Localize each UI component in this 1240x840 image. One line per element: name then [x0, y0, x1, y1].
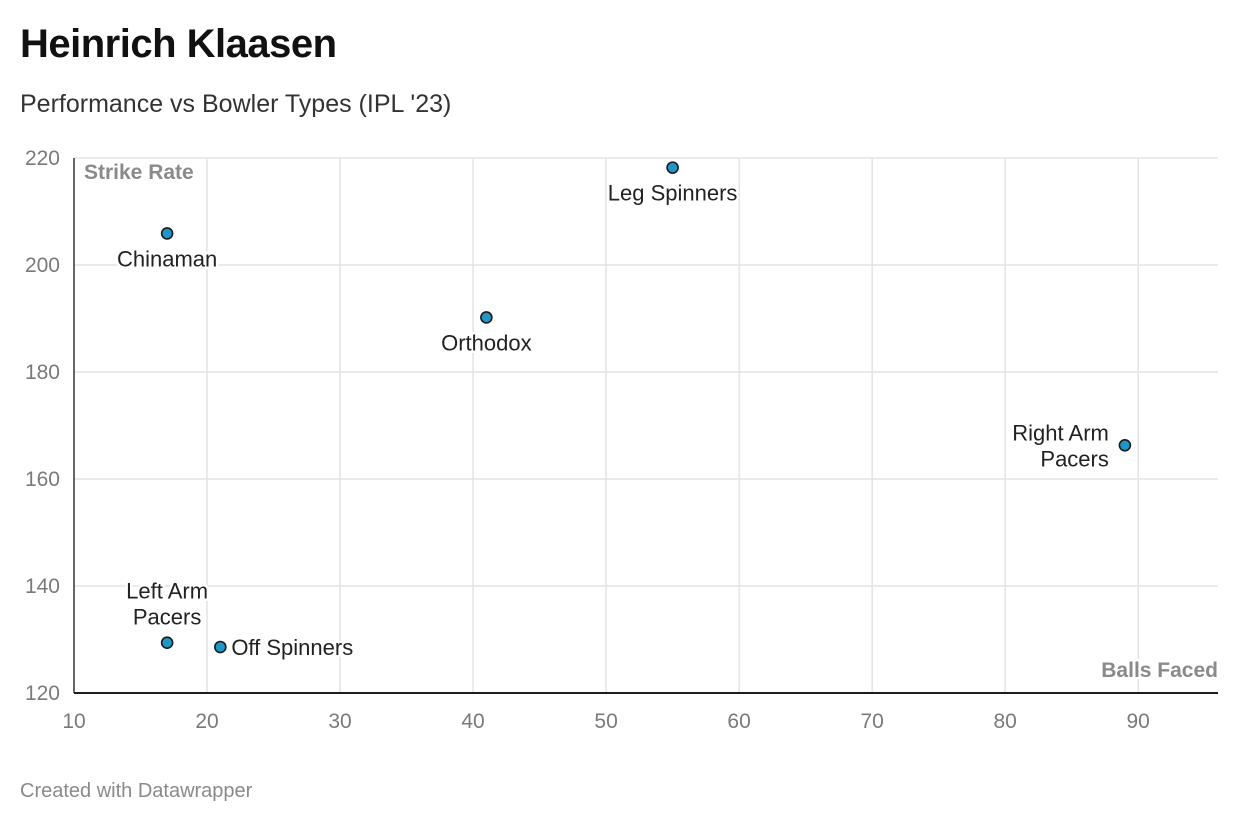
data-point	[666, 161, 679, 174]
data-point	[160, 227, 174, 240]
x-tick-label: 20	[195, 710, 218, 733]
data-label-line: Left Arm	[126, 579, 208, 604]
data-label-line: Leg Spinners	[608, 181, 738, 206]
grid	[74, 157, 1218, 693]
y-tick-label: 140	[25, 575, 60, 598]
data-label: Chinaman	[117, 246, 217, 271]
y-tick-label: 120	[25, 682, 60, 705]
x-tick-label: 50	[594, 710, 617, 733]
data-label-line: Chinaman	[117, 246, 217, 271]
chart-subtitle: Performance vs Bowler Types (IPL '23)	[20, 90, 452, 118]
data-label-line: Orthodox	[441, 330, 532, 355]
data-point	[480, 311, 493, 324]
footer-credit: Created with Datawrapper	[20, 780, 253, 802]
data-label-line: Right Arm	[1012, 420, 1109, 445]
y-tick-label: 200	[25, 254, 60, 277]
x-tick-label: 30	[328, 710, 351, 733]
y-axis-title: Strike Rate	[84, 161, 194, 184]
x-tick-label: 10	[62, 710, 85, 733]
data-point	[214, 640, 227, 654]
y-tick-label: 180	[25, 361, 60, 384]
x-tick-label: 40	[461, 710, 484, 733]
chart-title: Heinrich Klaasen	[20, 22, 337, 66]
x-axis-title: Balls Faced	[1101, 659, 1218, 682]
data-label: Off Spinners	[231, 635, 353, 660]
data-label: Orthodox	[441, 330, 532, 355]
data-label: Right Arm Pacers	[1012, 420, 1109, 471]
data-label-line: Off Spinners	[231, 635, 353, 660]
data-label: Left Arm Pacers	[126, 579, 208, 630]
data-label: Leg Spinners	[608, 181, 738, 206]
x-tick-label: 60	[727, 710, 750, 733]
y-tick-label: 220	[25, 147, 60, 170]
axes: 120 140 160 180 200 220 10 20 30 40 50 60 70 80 90	[25, 147, 1218, 733]
x-tick-label: 80	[993, 710, 1016, 733]
data-label-line: Pacers	[133, 605, 201, 630]
data-point	[160, 636, 174, 650]
data-point	[1118, 438, 1132, 452]
data-label-line: Pacers	[1040, 446, 1108, 471]
x-tick-label: 90	[1127, 710, 1150, 733]
y-tick-label: 160	[25, 468, 60, 491]
x-tick-label: 70	[860, 710, 883, 733]
